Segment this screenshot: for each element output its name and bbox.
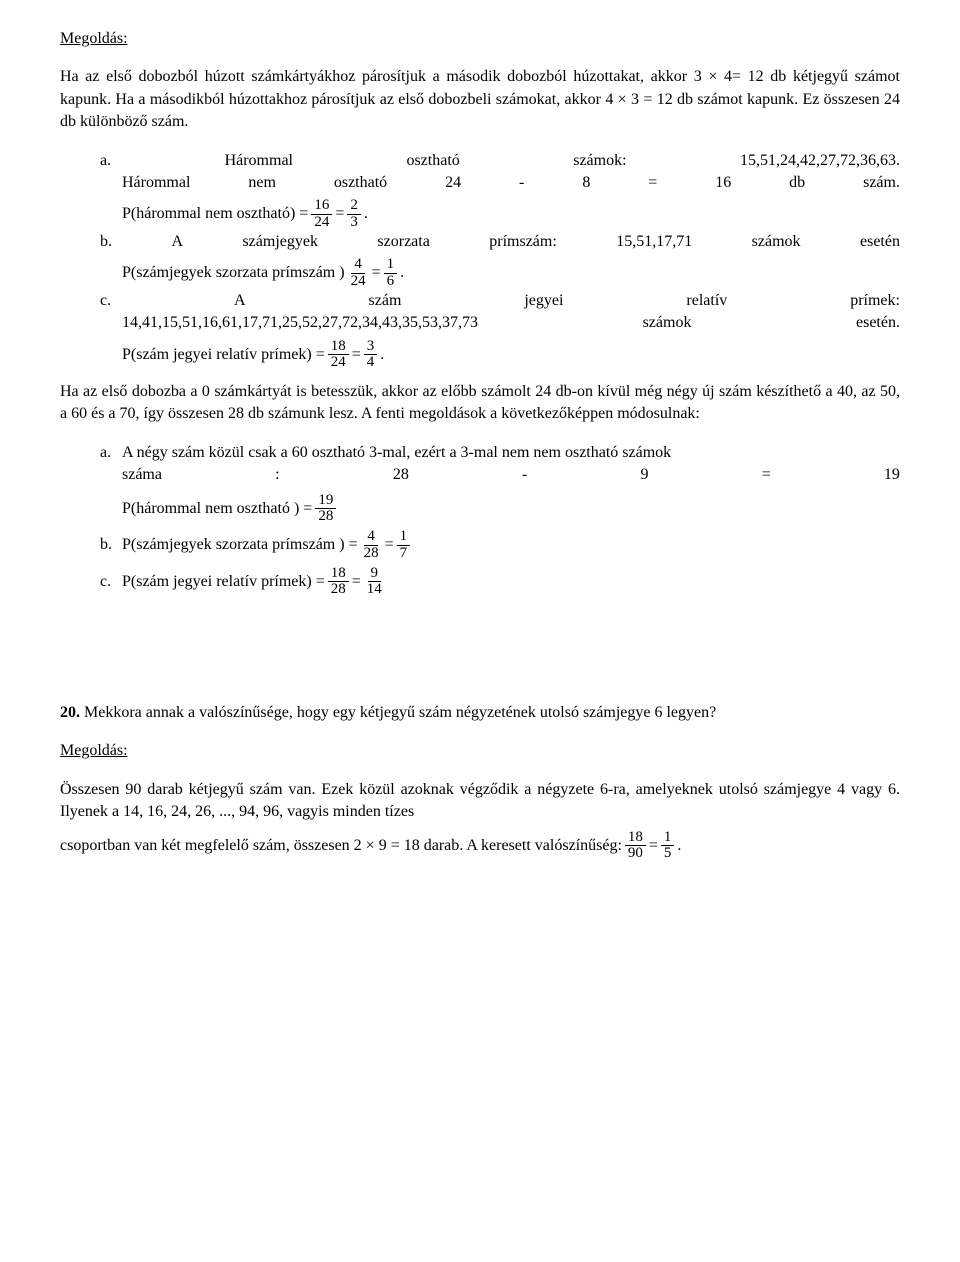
mid-paragraph: Ha az első dobozba a 0 számkártyát is be… bbox=[60, 381, 900, 426]
a2-probability: P(hárommal nem osztható ) = 1928 bbox=[122, 493, 900, 526]
intro-paragraph: Ha az első dobozból húzott számkártyákho… bbox=[60, 66, 900, 133]
a1-line2: Hárommal nem osztható 24 - 8 = 16 db szá… bbox=[100, 172, 900, 194]
c1-line1: c. A szám jegyei relatív prímek: bbox=[100, 290, 900, 312]
sol2-fraction: 1890 = 15 bbox=[622, 830, 678, 863]
c1-fraction: 1824 = 34 bbox=[325, 339, 381, 372]
a1-fraction: 1624 = 23 bbox=[308, 198, 364, 231]
item-c2: c. P(szám jegyei relatív prímek) = 1828 … bbox=[60, 566, 900, 599]
c2-fraction: 1828 = 914 bbox=[325, 566, 388, 599]
item-a2: a. A négy szám közül csak a 60 osztható … bbox=[60, 442, 900, 525]
b1-line1: b. A számjegyek szorzata prímszám: 15,51… bbox=[100, 231, 900, 253]
b1-fraction: 424 = 16 bbox=[345, 257, 401, 290]
c1-probability: P(szám jegyei relatív prímek) = 1824 = 3… bbox=[100, 339, 900, 372]
item-a1: a. Hárommal osztható számok: 15,51,24,42… bbox=[60, 150, 900, 231]
a2-line2: száma : 28 - 9 = 19 bbox=[122, 464, 900, 486]
b2-fraction: 428 = 17 bbox=[358, 529, 414, 562]
item-c1: c. A szám jegyei relatív prímek: 14,41,1… bbox=[60, 290, 900, 371]
a2-fraction: 1928 bbox=[315, 493, 336, 526]
c1-line2: 14,41,15,51,16,61,17,71,25,52,27,72,34,4… bbox=[100, 312, 900, 334]
item-b1: b. A számjegyek szorzata prímszám: 15,51… bbox=[60, 231, 900, 290]
solution2-p1: Összesen 90 darab kétjegyű szám van. Eze… bbox=[60, 779, 900, 824]
solution2-p2: csoportban van két megfelelő szám, össze… bbox=[60, 830, 900, 863]
b1-probability: P(számjegyek szorzata prímszám ) 424 = 1… bbox=[100, 257, 900, 290]
question-20: 20. Mekkora annak a valószínűsége, hogy … bbox=[60, 702, 900, 724]
solution-heading-2: Megoldás: bbox=[60, 740, 900, 762]
item-b2: b. P(számjegyek szorzata prímszám ) = 42… bbox=[60, 529, 900, 562]
a1-probability: P(hárommal nem osztható) = 1624 = 23 . bbox=[100, 198, 900, 231]
a1-line1: a. Hárommal osztható számok: 15,51,24,42… bbox=[100, 150, 900, 172]
solution-heading-1: Megoldás: bbox=[60, 28, 900, 50]
